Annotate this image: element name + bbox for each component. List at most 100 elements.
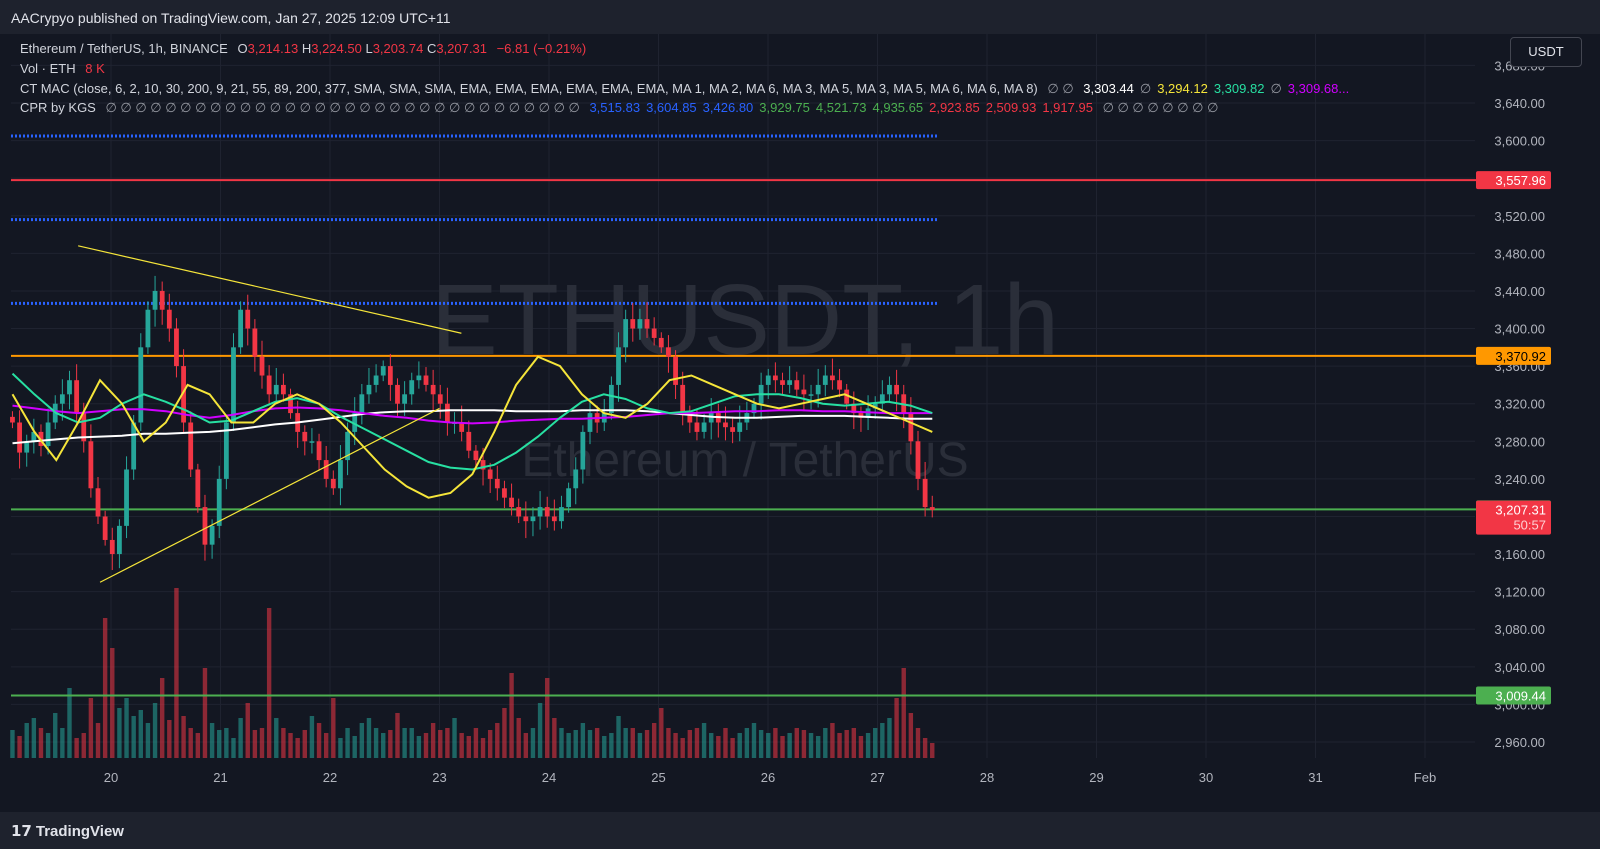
volume-bar [815, 736, 821, 758]
volume-bar [559, 728, 564, 758]
candle-body [566, 488, 572, 508]
candle-body [765, 375, 771, 385]
level-badge-label: 3,370.92 [1495, 349, 1546, 364]
ctmac-label[interactable]: CT MAC (close, 6, 2, 10, 30, 200, 9, 21,… [20, 81, 1038, 96]
candle-body [487, 469, 493, 479]
volume-bar [758, 730, 764, 758]
published-text: AACrypyo published on TradingView.com, J… [11, 10, 451, 26]
price-axis[interactable] [1495, 34, 1600, 812]
level-badge [1476, 171, 1551, 190]
candle-body [723, 422, 728, 428]
volume-bar [894, 698, 899, 758]
candle-body [430, 384, 436, 395]
candle-body [245, 309, 251, 329]
volume-bar [295, 738, 300, 758]
volume-bar [780, 736, 785, 758]
candle-body [24, 441, 30, 453]
volume-bar [174, 588, 179, 758]
time-tick-label: 22 [323, 770, 337, 785]
candle-body [844, 389, 850, 404]
price-tick-label: 3,160.00 [1494, 547, 1545, 562]
volume-bar [901, 668, 906, 758]
tradingview-logo[interactable]: 17 TradingView [11, 822, 124, 840]
candle-body [45, 422, 51, 446]
volume-bar [423, 733, 429, 758]
candle-body [887, 384, 892, 395]
volume-bar [10, 730, 15, 758]
candle-body [480, 460, 486, 470]
ma-line [12, 409, 933, 445]
candle-body [74, 380, 80, 414]
volume-bar [45, 733, 51, 758]
candle-body [872, 403, 878, 409]
volume-bar [452, 718, 457, 758]
volume-bar [801, 730, 807, 758]
candle-body [109, 539, 115, 555]
volume-label[interactable]: Vol · ETH [20, 61, 76, 76]
cpr-tail: ∅ ∅ ∅ ∅ ∅ ∅ ∅ ∅ [1102, 100, 1219, 115]
volume-bar [74, 738, 79, 758]
volume-bar [480, 738, 486, 758]
candle-body [145, 309, 151, 348]
volume-bar [352, 736, 357, 758]
volume-bar [716, 736, 721, 758]
open-label: O [237, 41, 248, 56]
candle-body [138, 347, 144, 423]
candle-body [266, 375, 272, 395]
volume-bar [644, 730, 650, 758]
price-chart[interactable]: ETHUSDT, 1h Ethereum / TetherUS 2,960.00… [0, 34, 1600, 812]
watermark-name: Ethereum / TetherUS [521, 434, 968, 487]
trendline [99, 407, 440, 583]
price-tick-label: 3,320.00 [1494, 397, 1545, 412]
volume-bar [680, 738, 685, 758]
candle-body [152, 290, 158, 310]
volume-bar [687, 730, 693, 758]
volume-bar [566, 733, 571, 758]
volume-bar [316, 723, 322, 758]
price-tick-label: 3,640.00 [1494, 96, 1545, 111]
time-axis[interactable]: 20 21 22 23 24 25 26 27 28 29 30 31 Feb [104, 770, 1436, 785]
volume-bar [102, 618, 108, 758]
volume-bar [188, 728, 193, 758]
candle-body [387, 366, 393, 385]
candle-body [231, 347, 236, 423]
price-tick-label: 3,120.00 [1494, 585, 1545, 600]
volume-bar [552, 718, 557, 758]
volume-bar [630, 728, 635, 758]
volume-bar [373, 728, 379, 758]
volume-bar [523, 733, 529, 758]
candle-body [95, 488, 101, 517]
candle-body [751, 403, 757, 414]
volume-bar [17, 736, 22, 758]
cpr-label[interactable]: CPR by KGS [20, 100, 96, 115]
candle-body [117, 525, 122, 555]
candle-body [666, 347, 671, 357]
candle-body [544, 507, 550, 517]
candle-body [102, 516, 108, 540]
price-tick-label: 3,280.00 [1494, 434, 1545, 449]
candle-body [879, 394, 885, 404]
last-price-badge [1476, 500, 1551, 535]
symbol-name[interactable]: Ethereum / TetherUS, 1h, BINANCE [20, 41, 228, 56]
volume-bar [844, 730, 849, 758]
candle-body [259, 356, 265, 376]
candle-body [580, 431, 586, 470]
volume-bar [381, 733, 386, 758]
currency-button[interactable]: USDT [1510, 37, 1582, 67]
time-tick-label: 23 [432, 770, 446, 785]
volume-bar [530, 728, 536, 758]
volume-bar [545, 678, 550, 758]
time-tick-label: 27 [870, 770, 884, 785]
candle-body [81, 413, 87, 442]
trendlines[interactable] [78, 245, 462, 583]
volume-bar [252, 730, 258, 758]
volume-bar [81, 733, 86, 758]
volume-bar [873, 728, 878, 758]
volume-bar [395, 713, 400, 758]
published-bar: AACrypyo published on TradingView.com, J… [0, 0, 1600, 34]
candle-body [801, 389, 807, 395]
candle-body [929, 507, 935, 510]
candle-body [687, 413, 693, 423]
volume-bar [794, 728, 799, 758]
volume-bar [651, 723, 657, 758]
